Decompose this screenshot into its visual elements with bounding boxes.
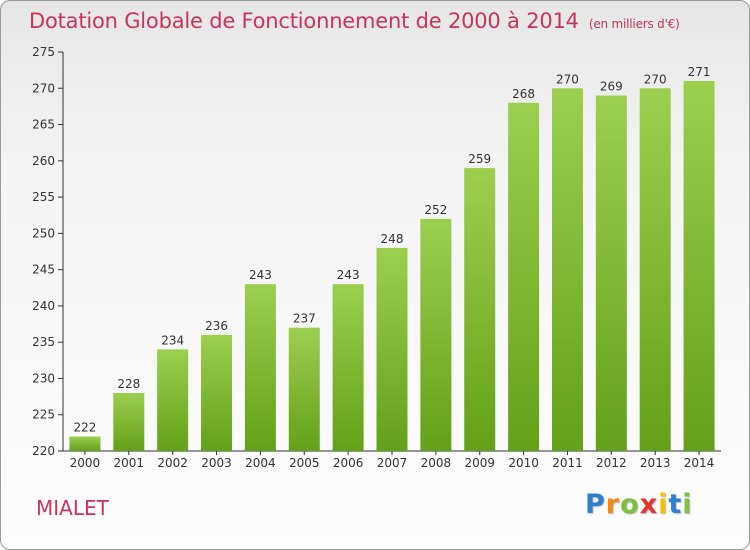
logo-letter: P [585,489,606,520]
data-label-2010: 268 [512,87,535,101]
data-label-2003: 236 [205,319,228,333]
bar-2005 [288,327,320,451]
logo-letter: i [682,489,693,520]
x-tick-label-2000: 2000 [70,456,101,470]
data-label-2012: 269 [600,80,623,94]
y-tick-label: 230 [32,371,55,385]
y-tick-label: 265 [32,118,55,132]
bar-2004 [244,284,276,451]
logo-letter: i [658,489,669,520]
logo-letter: x [639,489,659,520]
data-label-2014: 271 [688,65,711,79]
bar-2003 [201,334,233,451]
y-tick-label: 250 [32,226,55,240]
x-tick-label-2001: 2001 [114,456,145,470]
y-tick-label: 225 [32,408,55,422]
bar-2000 [69,436,101,451]
x-tick-label-2006: 2006 [333,456,364,470]
chart-unit-note: (en milliers d'€) [588,17,680,31]
axes: 220 225 230 235 240 245 250 255 260 265 270 275 2000… [32,45,721,470]
data-label-2011: 270 [556,72,579,86]
data-label-2013: 270 [644,72,667,86]
x-tick-label-2005: 2005 [289,456,320,470]
chart-title-text: Dotation Globale de Fonctionnement de 20… [29,9,579,33]
data-label-2005: 237 [293,312,316,326]
data-label-2002: 234 [161,333,184,347]
x-tick-label-2011: 2011 [552,456,583,470]
x-tick-label-2007: 2007 [377,456,408,470]
bar-2009 [464,168,496,451]
data-label-2007: 248 [381,232,404,246]
x-tick-label-2008: 2008 [421,456,452,470]
y-tick-label: 235 [32,335,55,349]
bar-2008 [420,218,452,451]
data-label-2006: 243 [337,268,360,282]
y-tick-label: 255 [32,190,55,204]
data-label-2009: 259 [468,152,491,166]
bars [69,81,715,452]
x-tick-label-2013: 2013 [640,456,671,470]
y-tick-label: 245 [32,263,55,277]
x-tick-label-2004: 2004 [245,456,276,470]
bar-2013 [639,88,671,451]
logo-letter: r [605,489,621,520]
logo-letter: t [668,489,683,520]
bar-2001 [113,392,145,451]
chart-title: Dotation Globale de Fonctionnement de 20… [29,9,680,33]
x-tick-label-2002: 2002 [157,456,188,470]
commune-name: MIALET [36,496,109,520]
data-label-2008: 252 [424,203,447,217]
x-tick-label-2014: 2014 [684,456,715,470]
bar-2011 [551,88,583,451]
y-tick-label: 260 [32,154,55,168]
proxiti-logo: Proxiti [585,489,693,520]
data-labels: 222 228 234 236 243 237 243 248 252 259 268 270 269 2… [73,65,710,434]
bar-2014 [683,81,715,451]
x-tick-label-2009: 2009 [464,456,495,470]
bar-2006 [332,284,364,451]
data-label-2004: 243 [249,268,272,282]
x-tick-label-2012: 2012 [596,456,627,470]
data-label-2001: 228 [117,377,140,391]
y-tick-label: 220 [32,444,55,458]
y-tick-label: 240 [32,299,55,313]
y-tick-label: 270 [32,81,55,95]
bar-2010 [508,102,540,452]
data-label-2000: 222 [73,420,96,434]
bar-2007 [376,247,408,451]
logo-letter: o [620,489,640,520]
x-tick-label-2010: 2010 [508,456,539,470]
bar-2002 [157,349,189,451]
y-tick-label: 275 [32,45,55,59]
x-tick-label-2003: 2003 [201,456,232,470]
bar-2012 [595,95,627,451]
